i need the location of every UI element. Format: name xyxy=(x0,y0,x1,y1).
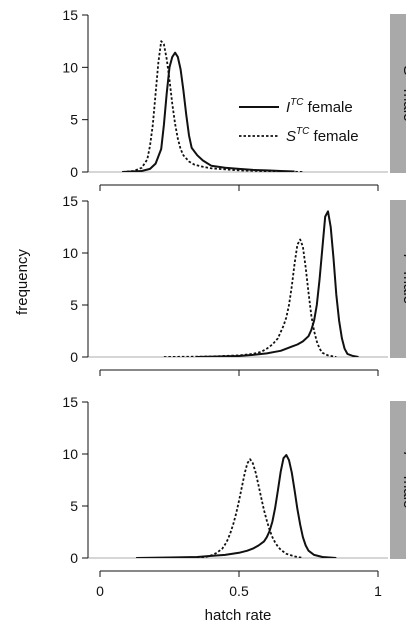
panel-2: 0 5 10 15 ITCmale xyxy=(62,193,406,376)
y-tick-label: 10 xyxy=(62,446,78,462)
y-tick-label: 0 xyxy=(70,349,78,365)
y-tick-label: 0 xyxy=(70,550,78,566)
facet-strip-label: ITCVmale xyxy=(400,452,406,509)
series-line-s-female xyxy=(163,238,337,357)
series-line-i-female xyxy=(136,454,337,558)
x-axis-label: hatch rate xyxy=(205,607,272,624)
legend-label: STC female xyxy=(286,126,359,145)
panel-1: 0 5 10 15 STCmale ITC female STC female xyxy=(62,7,406,191)
y-tick-label: 15 xyxy=(62,394,78,410)
y-tick-label: 5 xyxy=(70,297,78,313)
series-line-s-female xyxy=(183,458,304,558)
facet-strip xyxy=(390,401,406,559)
x-tick-label: 0.5 xyxy=(229,583,249,599)
legend-label: ITC female xyxy=(286,97,353,116)
facet-strip-label: STCmale xyxy=(400,66,406,122)
y-tick-label: 10 xyxy=(62,245,78,261)
panel-3: 0 5 10 15 0 0.5 1 ITCVmale xyxy=(62,394,406,599)
series-line-i-female xyxy=(197,210,359,357)
legend: ITC female STC female xyxy=(239,97,359,145)
series-line-i-female xyxy=(122,51,295,172)
y-tick-label: 15 xyxy=(62,193,78,209)
series-line-s-female xyxy=(122,40,303,172)
x-tick-label: 0 xyxy=(96,583,104,599)
x-tick-label: 1 xyxy=(374,583,382,599)
y-axis-label: frequency xyxy=(14,249,31,315)
facet-strip-label: ITCmale xyxy=(400,254,406,304)
y-tick-label: 5 xyxy=(70,112,78,128)
y-tick-label: 0 xyxy=(70,164,78,180)
y-tick-label: 5 xyxy=(70,498,78,514)
facet-strip xyxy=(390,200,406,358)
y-tick-label: 15 xyxy=(62,7,78,23)
y-tick-label: 10 xyxy=(62,59,78,75)
facet-strip xyxy=(390,14,406,173)
